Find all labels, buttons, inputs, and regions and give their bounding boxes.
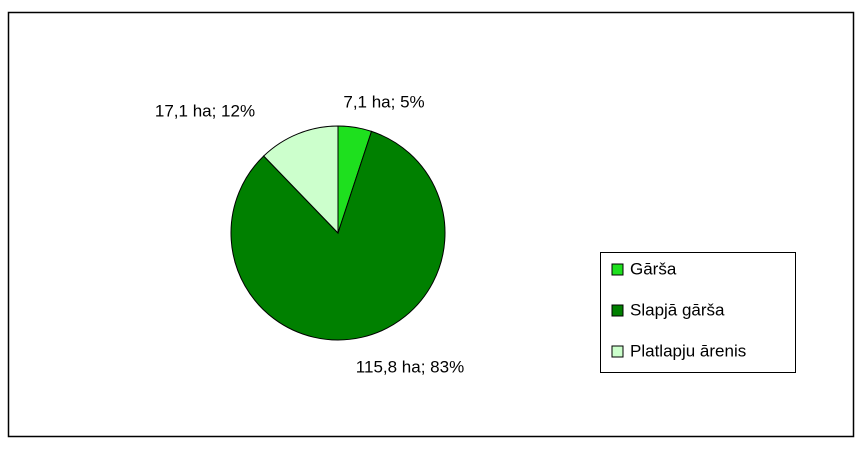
data-label: 17,1 ha; 12% <box>155 101 255 120</box>
pie-slice <box>263 125 339 235</box>
legend-label: Slapjā gārša <box>630 300 725 319</box>
legend-swatch <box>611 304 624 317</box>
legend-label: Platlapju ārenis <box>630 341 746 360</box>
legend-label: Gārša <box>630 259 677 278</box>
legend-swatch <box>611 263 624 276</box>
data-label: 7,1 ha; 5% <box>343 92 424 111</box>
pie-slice <box>230 130 446 341</box>
data-label: 115,8 ha; 83% <box>356 357 464 376</box>
legend-box <box>600 252 796 373</box>
legend-swatch <box>611 345 624 358</box>
